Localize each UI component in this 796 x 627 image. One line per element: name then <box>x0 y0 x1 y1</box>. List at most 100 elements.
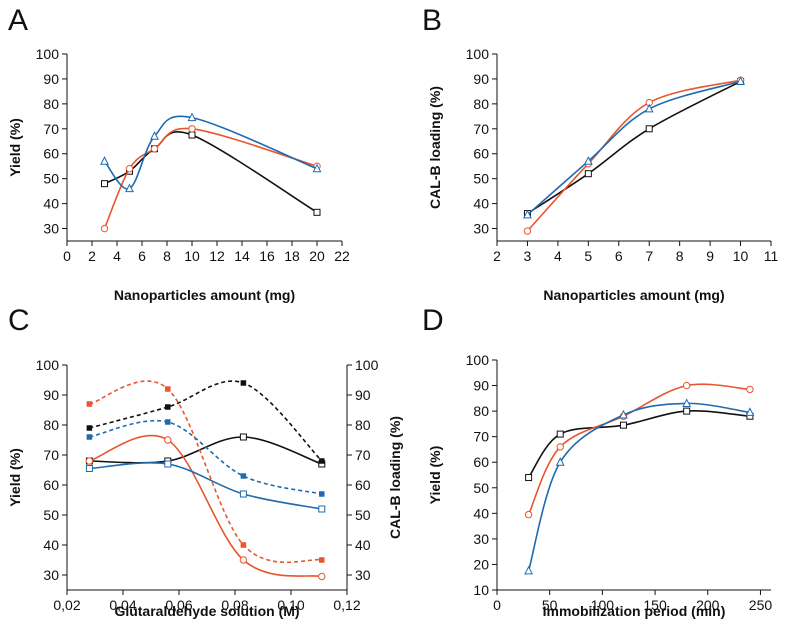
panel-a-x-tick-label: 16 <box>259 248 275 264</box>
panel-a-x-tick-label: 22 <box>334 248 350 264</box>
panel-d-y-tick-label: 50 <box>473 480 489 496</box>
panel-a-x-tick-label: 14 <box>234 248 250 264</box>
panel-b-y-tick-label: 90 <box>473 71 489 87</box>
panel-b-y-tick-label: 80 <box>473 96 489 112</box>
panel-a-y-label: Yield (%) <box>7 118 23 177</box>
panel-c-series-red-loading-point <box>319 557 325 563</box>
panel-d-x-tick-label: 250 <box>749 597 773 613</box>
panel-c-series-blue-loading-point <box>240 473 247 479</box>
panel-b-y-tick-label: 70 <box>473 121 489 137</box>
panel-c-y-right-tick-label: 30 <box>355 567 371 583</box>
panel-b-y-tick-label: 50 <box>473 171 489 187</box>
panel-d-series-blue-point <box>524 565 534 575</box>
panel-b-x-tick-label: 7 <box>645 248 653 264</box>
panel-c-series-red-loading-point <box>165 386 171 392</box>
panel-b-letter: B <box>422 4 442 37</box>
panel-d-series-red-point <box>556 443 564 451</box>
panel-b-x-tick-label: 10 <box>733 248 749 264</box>
panel-a-series-blue-point <box>187 112 197 122</box>
panel-d-series-black-point <box>619 421 627 429</box>
panel-d-y-tick-label: 20 <box>473 556 489 572</box>
panel-a-x-label: Nanoparticles amount (mg) <box>114 287 295 303</box>
panel-a-series-red-point <box>188 125 196 133</box>
panel-d-y-tick-label: 40 <box>473 505 489 521</box>
panel-a-x-tick-label: 2 <box>88 248 96 264</box>
panel-c-y-tick-label: 80 <box>43 417 59 433</box>
panel-c-series-blue-loading-point <box>319 491 325 497</box>
panel-d-series-blue-point <box>555 457 565 466</box>
panel-a-y-tick-label: 100 <box>36 46 60 62</box>
panel-a-x-tick-label: 10 <box>184 248 200 264</box>
panel-b-x-tick-label: 3 <box>524 248 532 264</box>
panel-a-series-red-point <box>100 224 109 233</box>
panel-b-x-tick-label: 4 <box>554 248 562 264</box>
panel-a-series-red-point <box>125 164 134 173</box>
panel-b-y-tick-label: 40 <box>473 196 489 212</box>
panel-c-series-red-yield-point <box>318 572 326 581</box>
panel-c-y-tick-label: 100 <box>36 357 60 373</box>
panel-a-x-tick-label: 12 <box>209 248 225 264</box>
panel-d-series-blue-point <box>619 409 628 419</box>
panel-c-x-tick-label: 0,08 <box>221 597 248 613</box>
panel-d-series-black-point <box>525 474 533 482</box>
panel-c-y-right-tick-label: 60 <box>355 477 371 493</box>
panel-d-x-tick-label: 0 <box>493 597 501 613</box>
panel-a-series-red-point <box>150 145 159 153</box>
panel-a-y-tick-label: 60 <box>43 146 59 162</box>
panel-c-y-label: Yield (%) <box>7 448 23 507</box>
panel-c-x-tick-label: 0,04 <box>109 597 136 613</box>
panel-b-series-blue-point <box>523 209 532 219</box>
panel-a-y-tick-label: 70 <box>43 121 59 137</box>
panel-c-y-tick-label: 90 <box>43 387 59 403</box>
panel-d-y-tick-label: 70 <box>473 429 489 445</box>
panel-c-series-red-yield-point <box>85 457 94 465</box>
panel-c-y-right-tick-label: 70 <box>355 447 371 463</box>
panel-d-x-tick-label: 150 <box>643 597 667 613</box>
panel-a-series-blue-point <box>312 163 322 173</box>
panel-a-letter: A <box>8 4 28 37</box>
panel-c-series-red-yield-line <box>89 434 322 578</box>
panel-a-y-tick-label: 50 <box>43 171 59 187</box>
panel-a-series-black-point <box>188 131 196 139</box>
panel-d-y-tick-label: 30 <box>473 531 489 547</box>
panel-c-y-tick-label: 60 <box>43 477 59 493</box>
panel-c-series-black-yield-line <box>89 436 323 465</box>
panel-a-series-blue-point <box>125 183 134 193</box>
panel-c-series-blue-yield-line <box>89 461 322 510</box>
panel-d-letter: D <box>422 304 444 337</box>
panel-a-y-tick-label: 40 <box>43 196 59 212</box>
panel-d-y-tick-label: 100 <box>466 352 490 368</box>
panel-b-x-tick-label: 5 <box>584 248 592 264</box>
panel-d-x-tick-label: 200 <box>696 597 720 613</box>
panel-a-y-tick-label: 30 <box>43 221 59 237</box>
panel-a-series-black-point <box>313 208 321 216</box>
panel-c-series-black-loading-point <box>86 425 93 431</box>
panel-c-y-right-tick-label: 80 <box>355 417 371 433</box>
panel-a-series-blue-point <box>150 131 159 140</box>
panel-d-series-red-point <box>746 385 754 394</box>
panel-a-x-tick-label: 0 <box>63 248 71 264</box>
panel-c-y-tick-label: 30 <box>43 567 59 583</box>
panel-c-series-blue-yield-point <box>239 490 247 498</box>
panel-d-series-black-point <box>556 430 564 438</box>
panel-b-x-tick-label: 9 <box>706 248 714 264</box>
panel-d-series-blue-line <box>527 402 751 572</box>
panel-d-series-blue-point <box>745 407 755 416</box>
panel-d-series-red-point <box>524 510 533 519</box>
panel-b-series-blue-line <box>526 80 741 216</box>
panel-c-letter: C <box>8 304 30 337</box>
panel-c-series-red-loading-point <box>240 542 247 548</box>
panel-c-series-red-loading-line <box>89 380 322 564</box>
panel-d-y-tick-label: 60 <box>473 454 489 470</box>
panel-a-series-blue-point <box>100 156 109 165</box>
panel-c-x-tick-label: 0,06 <box>165 597 192 613</box>
panel-c-series-black-loading-point <box>165 404 171 410</box>
panel-a-series-blue-line <box>103 115 318 190</box>
panel-a-x-tick-label: 20 <box>309 248 325 264</box>
panel-d-y-tick-label: 90 <box>473 378 489 394</box>
panel-b-series-black-point <box>645 125 653 133</box>
panel-b-x-tick-label: 6 <box>615 248 623 264</box>
panel-a-y-tick-label: 80 <box>43 96 59 112</box>
panel-c-x-label: Glutaraldehyde solution (M) <box>114 603 299 619</box>
